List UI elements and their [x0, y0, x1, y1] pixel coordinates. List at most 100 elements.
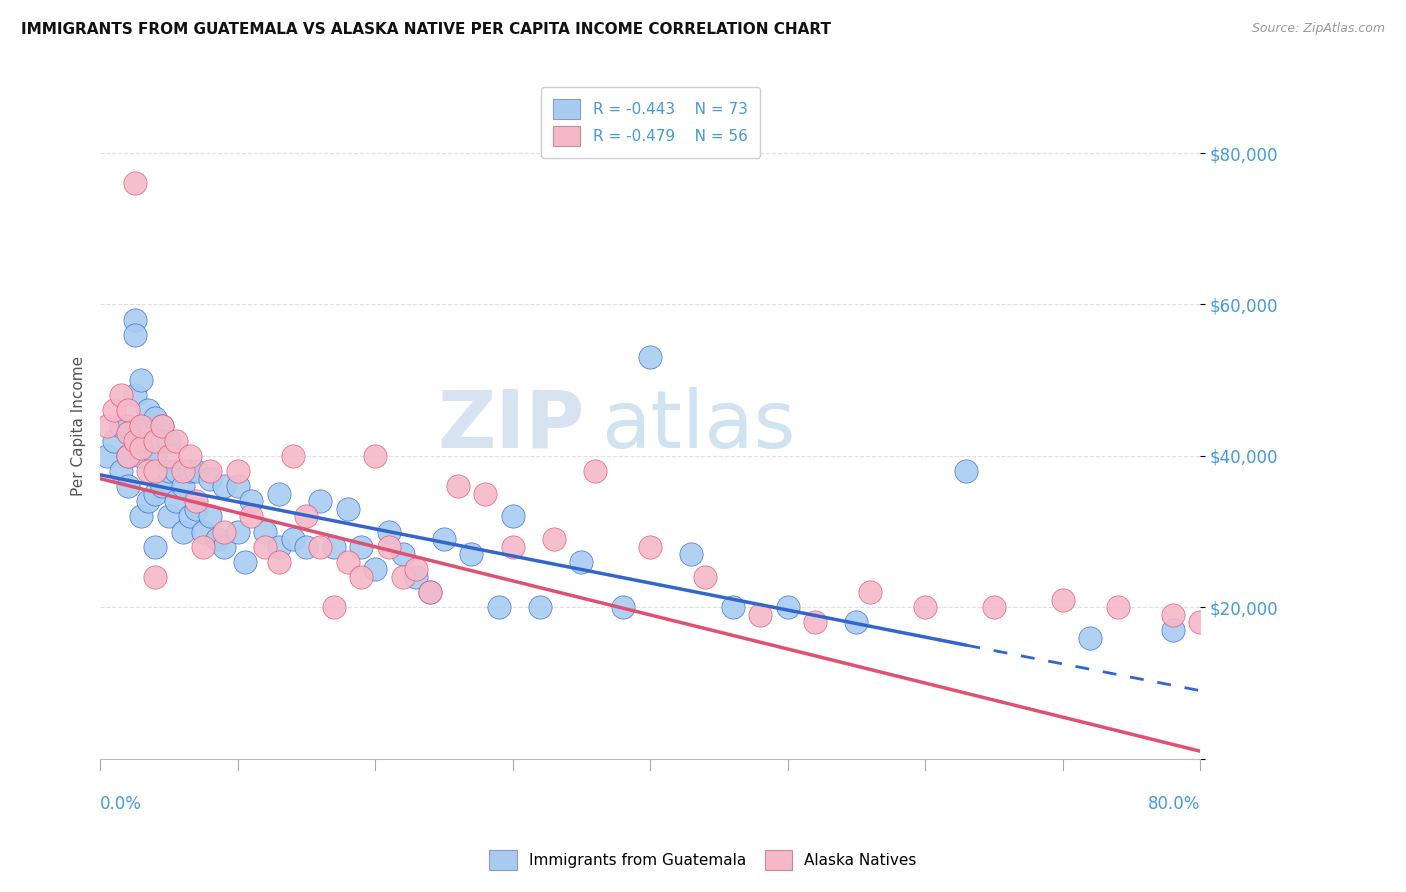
Point	[1244, 744, 1267, 758]
Point	[226, 464, 249, 478]
Point	[350, 540, 373, 554]
Point	[212, 479, 235, 493]
Point	[110, 418, 132, 433]
Point	[150, 418, 173, 433]
Point	[165, 494, 187, 508]
Point	[212, 524, 235, 539]
Point	[295, 540, 318, 554]
Point	[364, 449, 387, 463]
Point	[405, 562, 427, 576]
Point	[150, 418, 173, 433]
Point	[226, 524, 249, 539]
Point	[131, 449, 153, 463]
Point	[186, 502, 208, 516]
Point	[845, 615, 868, 630]
Point	[254, 540, 277, 554]
Point	[612, 600, 634, 615]
Point	[804, 615, 827, 630]
Point	[117, 449, 139, 463]
Point	[446, 479, 468, 493]
Point	[776, 600, 799, 615]
Point	[143, 487, 166, 501]
Point	[157, 464, 180, 478]
Point	[186, 464, 208, 478]
Point	[336, 502, 359, 516]
Point	[157, 449, 180, 463]
Point	[267, 487, 290, 501]
Point	[186, 494, 208, 508]
Point	[136, 403, 159, 417]
Point	[124, 312, 146, 326]
Point	[1107, 600, 1129, 615]
Point	[336, 555, 359, 569]
Point	[378, 540, 401, 554]
Point	[322, 540, 344, 554]
Point	[150, 479, 173, 493]
Point	[240, 509, 263, 524]
Point	[474, 487, 496, 501]
Point	[405, 570, 427, 584]
Point	[117, 479, 139, 493]
Point	[198, 464, 221, 478]
Point	[983, 600, 1005, 615]
Point	[103, 403, 125, 417]
Point	[150, 434, 173, 448]
Point	[267, 555, 290, 569]
Text: IMMIGRANTS FROM GUATEMALA VS ALASKA NATIVE PER CAPITA INCOME CORRELATION CHART: IMMIGRANTS FROM GUATEMALA VS ALASKA NATI…	[21, 22, 831, 37]
Point	[391, 570, 413, 584]
Point	[281, 449, 304, 463]
Point	[117, 403, 139, 417]
Point	[96, 449, 118, 463]
Point	[1189, 615, 1212, 630]
Point	[136, 464, 159, 478]
Point	[179, 449, 201, 463]
Text: 0.0%: 0.0%	[100, 796, 142, 814]
Point	[1161, 623, 1184, 637]
Point	[131, 442, 153, 456]
Point	[721, 600, 744, 615]
Point	[157, 509, 180, 524]
Point	[240, 494, 263, 508]
Point	[179, 464, 201, 478]
Point	[205, 532, 228, 546]
Point	[193, 540, 215, 554]
Point	[543, 532, 565, 546]
Point	[1216, 744, 1239, 758]
Point	[378, 524, 401, 539]
Point	[157, 434, 180, 448]
Point	[281, 532, 304, 546]
Point	[143, 540, 166, 554]
Point	[172, 479, 194, 493]
Point	[198, 509, 221, 524]
Point	[419, 585, 441, 599]
Point	[295, 509, 318, 524]
Point	[136, 494, 159, 508]
Point	[131, 509, 153, 524]
Point	[638, 351, 661, 365]
Legend: Immigrants from Guatemala, Alaska Natives: Immigrants from Guatemala, Alaska Native…	[482, 842, 924, 877]
Point	[226, 479, 249, 493]
Point	[117, 426, 139, 441]
Point	[681, 547, 703, 561]
Point	[143, 464, 166, 478]
Point	[212, 540, 235, 554]
Point	[914, 600, 936, 615]
Point	[695, 570, 717, 584]
Point	[131, 373, 153, 387]
Point	[143, 449, 166, 463]
Point	[193, 524, 215, 539]
Point	[955, 464, 977, 478]
Point	[322, 600, 344, 615]
Point	[583, 464, 606, 478]
Text: ZIP: ZIP	[437, 386, 583, 465]
Point	[460, 547, 482, 561]
Point	[117, 418, 139, 433]
Point	[309, 540, 332, 554]
Point	[1052, 592, 1074, 607]
Point	[419, 585, 441, 599]
Point	[165, 434, 187, 448]
Point	[859, 585, 882, 599]
Point	[96, 418, 118, 433]
Point	[124, 177, 146, 191]
Point	[350, 570, 373, 584]
